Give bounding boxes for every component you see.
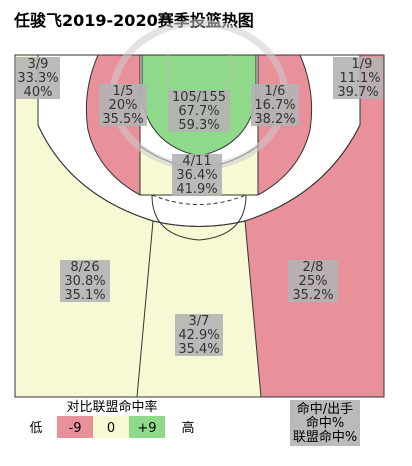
label-right-corner-three: 1/9 11.1% 39.7% <box>333 57 383 100</box>
key-league-pct: 联盟命中% <box>293 429 357 445</box>
made-attempts-label: 8/26 <box>70 260 99 275</box>
legend-step-label: -9 <box>69 421 82 436</box>
zone-labels: 3/9 33.3% 40% 1/9 11.1% 39.7% 1/5 20% 35… <box>16 57 383 357</box>
key-fg-pct: 命中% <box>306 415 344 431</box>
fg-pct-label: 33.3% <box>17 71 58 86</box>
label-right-short-mid: 1/6 16.7% 38.2% <box>251 84 299 127</box>
key-box: 命中/出手 命中% 联盟命中% <box>290 400 360 446</box>
league-pct-label: 35.2% <box>292 288 333 303</box>
label-bg <box>99 84 147 126</box>
legend: 对比联盟命中率 低 -9 0 +9 高 <box>29 399 195 438</box>
fg-pct-label: 20% <box>109 98 138 113</box>
made-attempts-label: 1/6 <box>265 84 286 99</box>
label-bg <box>251 84 299 126</box>
fg-pct-label: 11.1% <box>339 71 380 86</box>
made-attempts-label: 1/9 <box>352 57 373 72</box>
legend-title: 对比联盟命中率 <box>66 399 157 415</box>
fg-pct-label: 36.4% <box>176 168 217 183</box>
fg-pct-label: 16.7% <box>254 98 295 113</box>
made-attempts-label: 3/7 <box>189 314 210 329</box>
label-left-corner-three: 3/9 33.3% 40% <box>16 57 60 100</box>
league-pct-label: 41.9% <box>176 182 217 197</box>
label-bg <box>172 154 222 196</box>
label-bg <box>16 57 60 99</box>
fg-pct-label: 42.9% <box>178 328 219 343</box>
legend-low-label: 低 <box>29 421 42 436</box>
label-bg <box>60 260 110 302</box>
legend-swatch-cold <box>57 416 93 438</box>
legend-swatch-neutral <box>93 416 129 438</box>
made-attempts-label: 105/155 <box>172 90 226 105</box>
label-right-wing-three: 2/8 25% 35.2% <box>288 260 338 303</box>
label-bg <box>288 260 338 302</box>
label-restricted-area: 105/155 67.7% 59.3% <box>168 90 230 133</box>
league-pct-label: 38.2% <box>254 112 295 127</box>
legend-step-label: +9 <box>137 421 156 436</box>
label-bg <box>168 90 230 132</box>
legend-swatch-hot <box>129 416 165 438</box>
label-paint-front: 4/11 36.4% 41.9% <box>172 154 222 197</box>
made-attempts-label: 2/8 <box>303 260 324 275</box>
label-left-short-mid: 1/5 20% 35.5% <box>99 84 147 127</box>
league-pct-label: 35.4% <box>178 342 219 357</box>
key-box-bg <box>290 400 360 446</box>
key-made-attempts: 命中/出手 <box>297 401 353 417</box>
zone-top-three <box>137 221 261 397</box>
made-attempts-label: 3/9 <box>28 57 49 72</box>
league-pct-label: 40% <box>24 85 53 100</box>
label-bg <box>175 314 223 356</box>
league-pct-label: 59.3% <box>178 118 219 133</box>
fg-pct-label: 25% <box>299 274 328 289</box>
made-attempts-label: 1/5 <box>113 84 134 99</box>
label-left-wing-three: 8/26 30.8% 35.1% <box>60 260 110 303</box>
league-pct-label: 35.1% <box>64 288 105 303</box>
fg-pct-label: 30.8% <box>64 274 105 289</box>
legend-step-label: 0 <box>107 421 115 436</box>
league-pct-label: 35.5% <box>102 112 143 127</box>
legend-high-label: 高 <box>181 420 194 436</box>
label-top-three: 3/7 42.9% 35.4% <box>175 314 223 357</box>
league-pct-label: 39.7% <box>337 85 378 100</box>
made-attempts-label: 4/11 <box>182 154 211 169</box>
label-bg <box>333 57 383 99</box>
fg-pct-label: 67.7% <box>178 104 219 119</box>
